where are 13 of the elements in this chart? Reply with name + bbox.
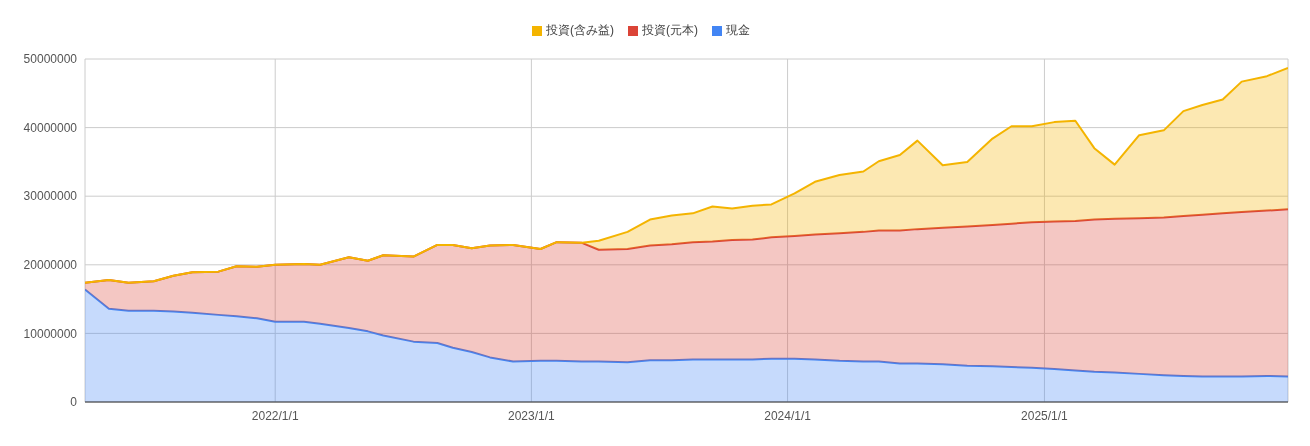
legend-label: 現金 [726,23,750,37]
y-tick-label: 20000000 [23,258,78,273]
y-tick-label: 0 [70,395,78,410]
x-tick-label: 2022/1/1 [251,408,299,423]
y-tick-label: 10000000 [23,326,78,341]
y-tick-label: 30000000 [23,189,78,204]
y-tick-label: 40000000 [23,120,78,135]
legend-label: 投資(含み益) [546,23,614,37]
x-tick-label: 2023/1/1 [508,408,556,423]
y-tick-label: 50000000 [23,52,78,67]
x-tick-label: 2024/1/1 [764,408,812,423]
legend-label: 投資(元本) [642,23,698,37]
x-tick-label: 2025/1/1 [1021,408,1069,423]
